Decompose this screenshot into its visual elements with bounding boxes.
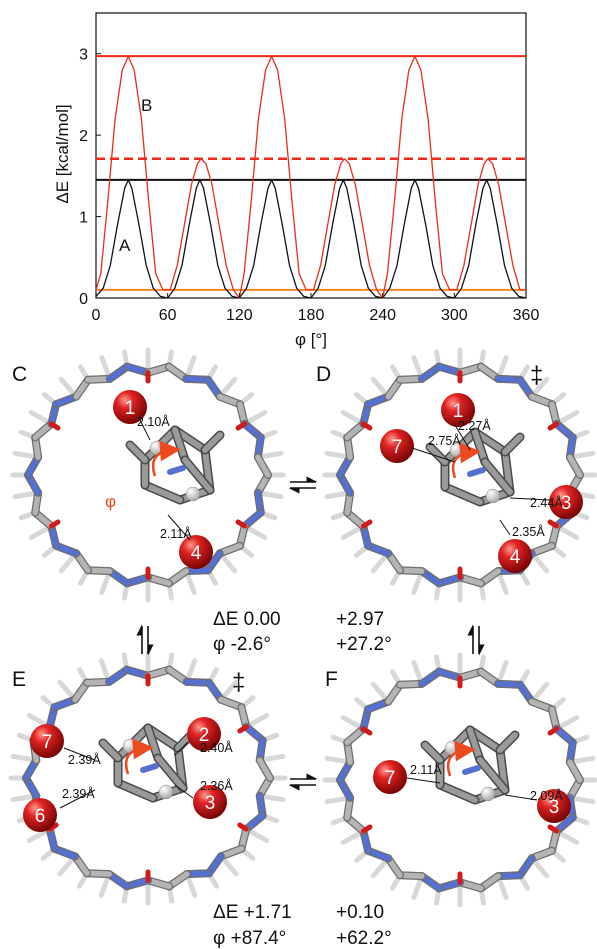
annotation-e-phi: φ +87.4° (213, 928, 286, 949)
series-line-0 (95, 179, 527, 299)
svg-text:2: 2 (199, 725, 210, 746)
equilibrium-arrows-cd (288, 476, 318, 494)
x-tick-label: 300 (441, 307, 468, 324)
svg-text:1: 1 (125, 398, 136, 419)
svg-text:1: 1 (453, 401, 464, 422)
reference-lines (96, 55, 526, 291)
svg-text:3: 3 (561, 493, 572, 514)
annotation-c-phi: φ -2.6° (213, 634, 271, 655)
x-tick-label: 360 (513, 307, 540, 324)
svg-text:4: 4 (510, 547, 521, 568)
y-tick-label: 0 (79, 291, 88, 308)
distance-label: 2.27Å (458, 418, 491, 433)
annotation-c-energy: ΔE 0.00 (213, 609, 281, 630)
molecule-panel-e: 7 2 6 3 2.39Å 2.39Å 2.40Å 2.36Å (8, 650, 288, 906)
equilibrium-arrows-df (467, 624, 485, 656)
annotation-d-energy: +2.97 (336, 609, 384, 630)
panel-letter-e: E (12, 668, 26, 691)
distance-label: 2.11Å (160, 526, 192, 541)
red-ball-4: 4 (179, 535, 213, 569)
red-ball-4: 4 (498, 539, 532, 573)
annotation-e-energy: ΔE +1.71 (213, 902, 292, 923)
red-ball-7: 7 (30, 724, 64, 758)
annotation-f-energy: +0.10 (336, 902, 384, 923)
distance-label: 2.40Å (200, 740, 233, 755)
red-ball-6: 6 (23, 798, 57, 832)
red-ball-2: 2 (187, 717, 221, 751)
distance-label: 2.35Å (512, 524, 545, 539)
distance-label: 2.09Å (530, 788, 563, 803)
y-tick-label: 2 (79, 128, 88, 145)
y-tick-label: 3 (79, 47, 88, 64)
distance-label: 2.36Å (200, 778, 233, 793)
annotation-f-phi: +62.2° (336, 928, 392, 949)
ts-mark-e: ‡ (232, 669, 245, 696)
x-tick-label: 240 (369, 307, 396, 324)
curve-label-b: B (141, 96, 152, 115)
x-tick-label: 60 (159, 307, 177, 324)
y-tick-label: 1 (79, 210, 88, 227)
x-axis-ticks: 0 60 120 180 240 300 360 (92, 293, 540, 324)
svg-text:3: 3 (205, 793, 216, 814)
red-ball-1: 1 (441, 393, 475, 427)
svg-text:3: 3 (549, 797, 560, 818)
ts-mark-d: ‡ (530, 362, 543, 389)
red-ball-3: 3 (537, 789, 571, 823)
curve-label-a: A (119, 236, 131, 255)
x-axis-title: φ [°] (295, 330, 327, 349)
equilibrium-arrows-ef (288, 773, 318, 791)
molecule-panel-f: 7 3 2.11Å 2.09Å (322, 652, 597, 908)
svg-text:6: 6 (35, 806, 46, 827)
molecule-panel-c: 1 4 2.10Å 2.11Å φ (10, 347, 286, 603)
energy-profile-chart: 0 60 120 180 240 300 360 0 1 2 3 B A φ [°] ΔE [kc… (53, 12, 540, 349)
distance-label: 2.39Å (68, 752, 101, 767)
phi-label: φ (105, 492, 116, 511)
x-tick-label: 0 (92, 307, 101, 324)
svg-text:7: 7 (42, 732, 53, 753)
panel-letter-f: F (325, 668, 338, 691)
series-layer (95, 55, 527, 299)
panel-letter-c: C (12, 363, 27, 386)
distance-label: 2.11Å (410, 762, 442, 777)
red-ball-3: 3 (193, 785, 227, 819)
x-tick-label: 180 (298, 307, 325, 324)
svg-text:4: 4 (191, 543, 202, 564)
annotation-d-phi: +27.2° (336, 634, 392, 655)
equilibrium-arrows-ce (136, 624, 154, 656)
x-tick-label: 120 (226, 307, 253, 324)
y-axis-title: ΔE [kcal/mol] (53, 104, 72, 203)
svg-text:7: 7 (385, 768, 396, 789)
red-ball-7: 7 (373, 760, 407, 794)
distance-label: 2.44Å (530, 495, 563, 510)
y-axis-ticks: 0 1 2 3 (79, 47, 101, 308)
series-line-1 (95, 55, 526, 299)
distance-label: 2.10Å (137, 414, 170, 429)
svg-text:7: 7 (392, 437, 403, 458)
red-ball-7: 7 (380, 429, 414, 463)
red-ball-1: 1 (113, 390, 147, 424)
red-ball-3-partial: 3 (549, 485, 583, 519)
distance-label: 2.39Å (62, 786, 95, 801)
panel-letter-d: D (316, 363, 331, 386)
distance-label: 2.75Å (428, 433, 461, 448)
